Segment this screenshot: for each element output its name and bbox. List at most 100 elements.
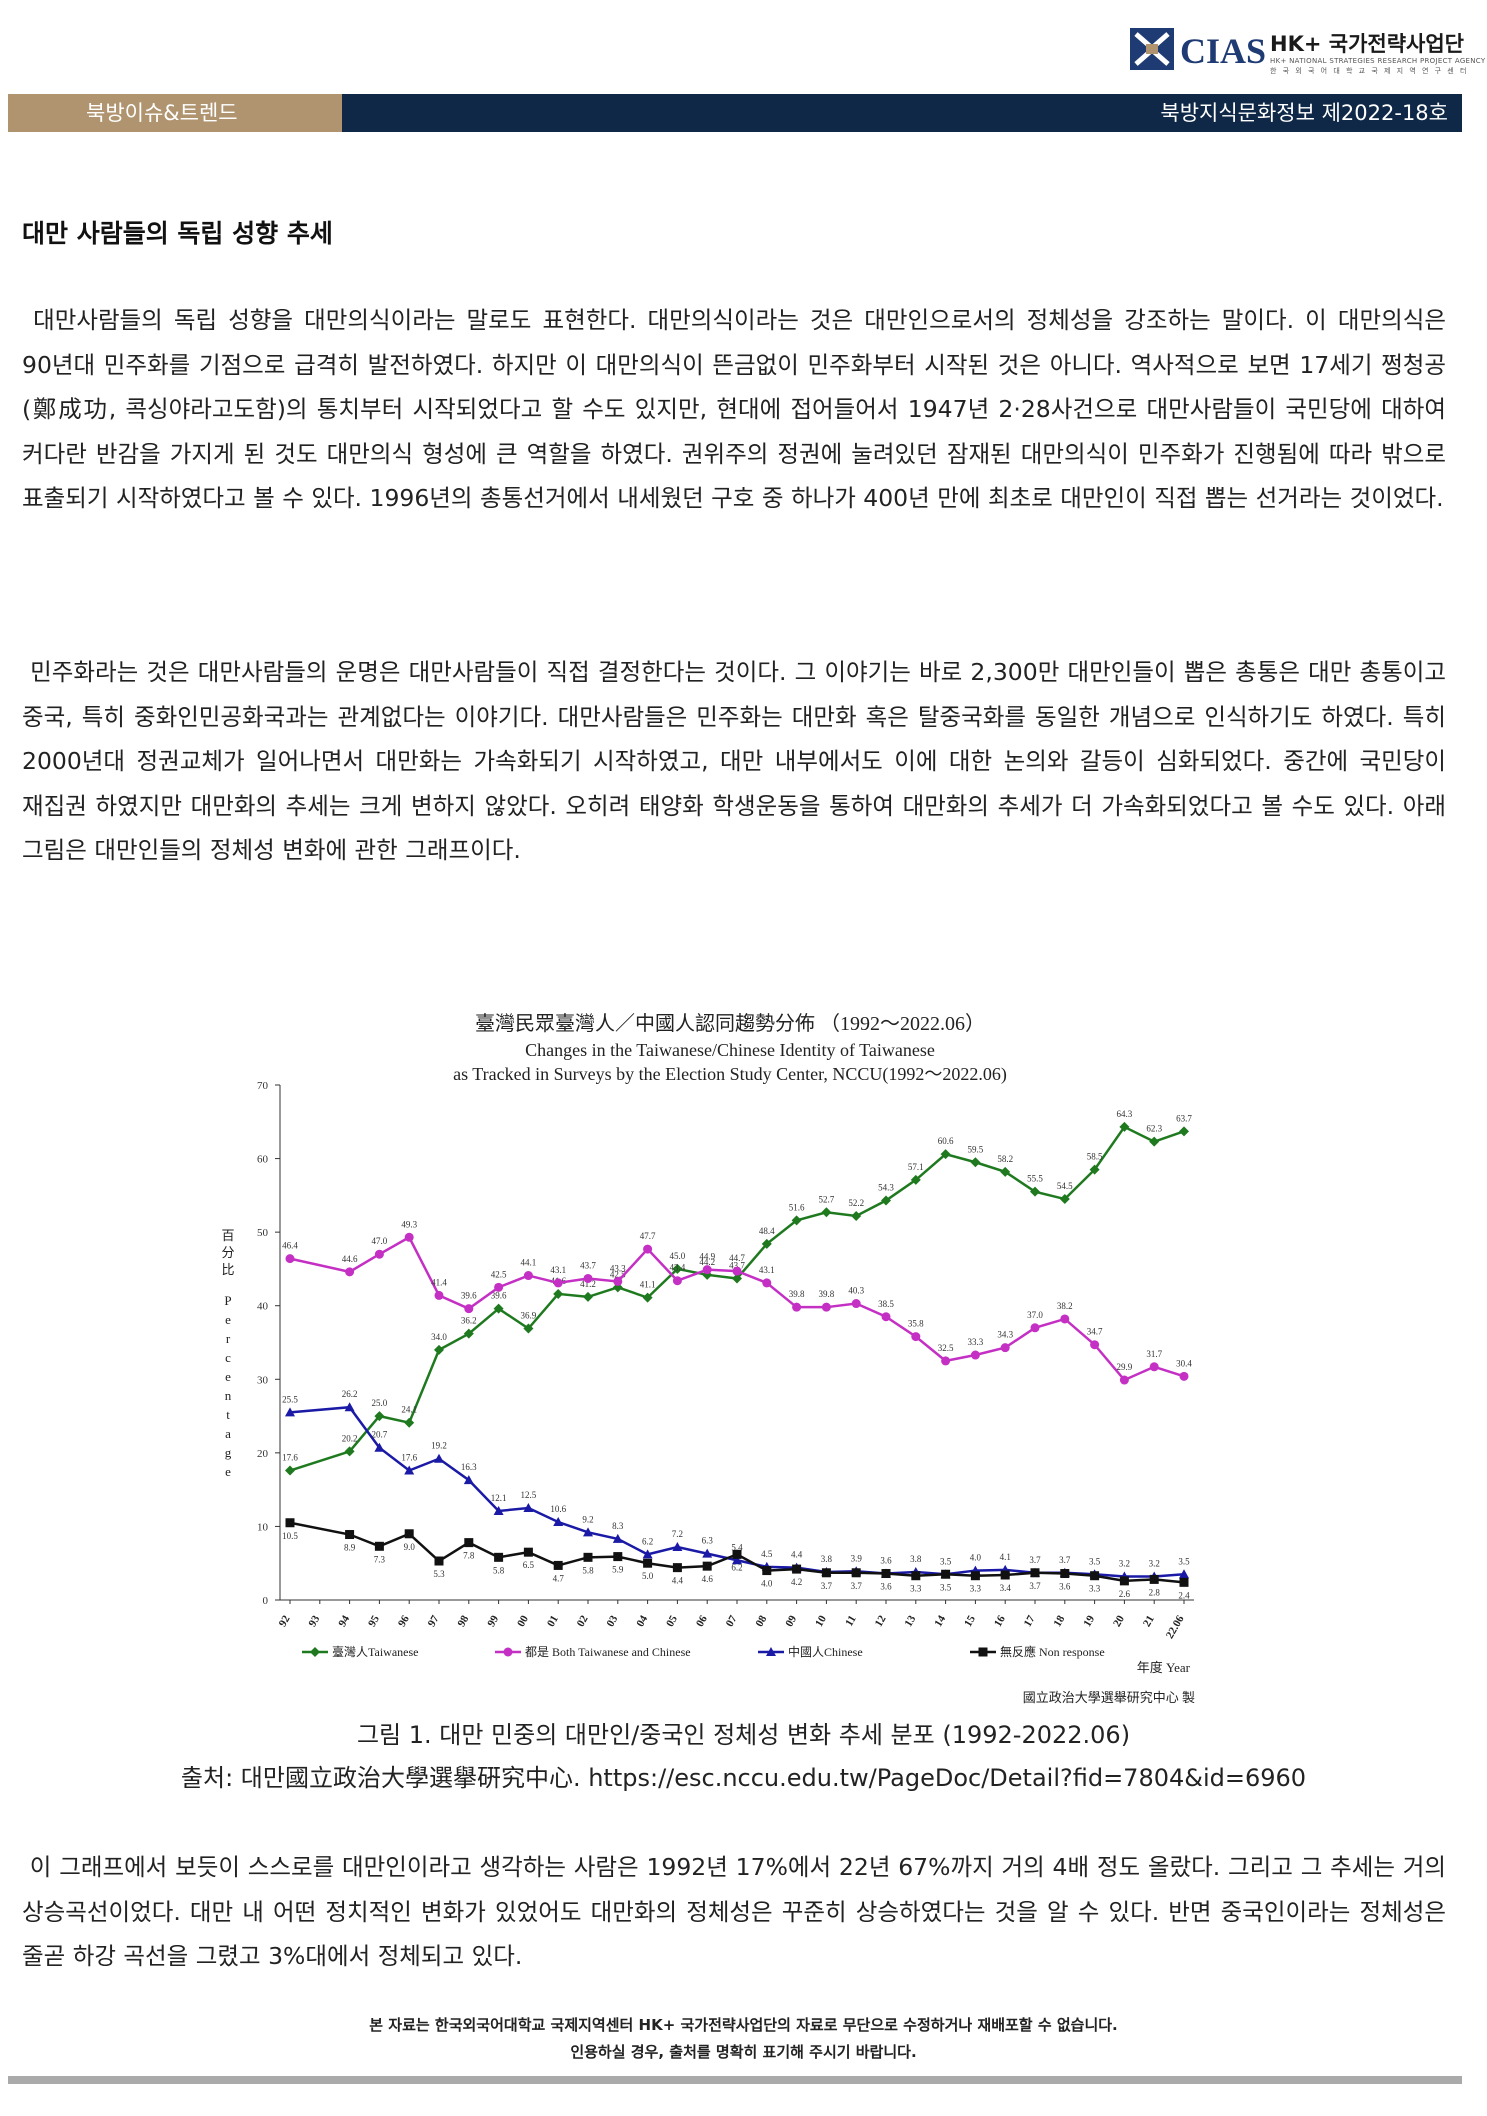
data-label: 25.5 — [282, 1394, 298, 1404]
ylabel-char: P — [224, 1293, 231, 1308]
data-label: 60.6 — [938, 1136, 954, 1146]
data-label: 54.5 — [1057, 1181, 1073, 1191]
data-point — [434, 1556, 444, 1566]
data-label: 3.6 — [1059, 1582, 1071, 1592]
data-label: 29.9 — [1117, 1362, 1133, 1372]
data-label: 47.0 — [372, 1236, 388, 1246]
y-tick-label: 40 — [257, 1301, 269, 1313]
data-point — [1149, 1362, 1159, 1372]
data-point — [970, 1350, 980, 1360]
data-label: 24.1 — [401, 1405, 417, 1415]
data-point — [1179, 1577, 1189, 1587]
data-point — [464, 1304, 474, 1314]
data-point — [791, 1215, 802, 1226]
data-label: 4.2 — [791, 1577, 802, 1587]
series-0: 17.620.225.024.134.036.239.636.941.641.2… — [282, 1109, 1192, 1476]
data-label: 4.0 — [761, 1579, 773, 1589]
article-paragraph: 대만사람들의 독립 성향을 대만의식이라는 말로도 표현한다. 대만의식이라는 … — [22, 298, 1446, 521]
data-label: 4.5 — [761, 1549, 773, 1559]
chart-series: 17.620.225.024.134.036.239.636.941.641.2… — [282, 1109, 1192, 1600]
cias-emblem-icon — [1130, 28, 1174, 70]
data-point — [285, 1407, 295, 1417]
logo-subtitle-kr: 한 국 외 국 어 대 학 교 국 제 지 역 연 구 센 터 — [1270, 67, 1469, 75]
x-tick-label: 14 — [932, 1613, 948, 1629]
data-label: 4.4 — [672, 1576, 684, 1586]
data-label: 3.8 — [821, 1554, 833, 1564]
data-label: 39.6 — [461, 1291, 477, 1301]
data-point — [344, 1402, 355, 1412]
data-point — [404, 1417, 415, 1428]
x-tick-label: 12 — [873, 1613, 889, 1629]
data-label: 3.5 — [940, 1556, 952, 1566]
chart-xlabel: 年度 Year — [1137, 1660, 1191, 1675]
data-label: 3.9 — [851, 1553, 863, 1563]
data-label: 10.6 — [550, 1504, 566, 1514]
data-label: 4.0 — [970, 1553, 982, 1563]
x-tick-label: 93 — [307, 1613, 323, 1629]
legend-label: 中國人Chinese — [788, 1644, 863, 1659]
data-point — [434, 1344, 444, 1355]
data-point — [851, 1210, 862, 1221]
data-label: 3.2 — [1149, 1558, 1160, 1568]
data-label: 43.7 — [580, 1260, 596, 1270]
data-label: 38.2 — [1057, 1301, 1073, 1311]
chart-canvas: 臺灣民眾臺灣人／中國人認同趨勢分佈 （1992～2022.06） Changes… — [221, 1012, 1195, 1705]
data-label: 3.5 — [1178, 1556, 1190, 1566]
data-point — [851, 1568, 861, 1578]
x-tick-label: 22.06 — [1164, 1613, 1187, 1641]
data-label: 7.2 — [672, 1529, 683, 1539]
data-label: 34.3 — [997, 1330, 1013, 1340]
data-label: 2.6 — [1119, 1589, 1131, 1599]
ylabel-char: r — [226, 1331, 231, 1346]
data-point — [910, 1174, 921, 1185]
x-tick-label: 00 — [515, 1613, 531, 1629]
data-point — [792, 1564, 802, 1574]
legend-label: 無反應 Non response — [1000, 1644, 1105, 1659]
data-point — [285, 1465, 295, 1476]
data-label: 33.3 — [968, 1337, 984, 1347]
section-tag: 북방이슈&트렌드 — [8, 94, 342, 132]
x-tick-label: 04 — [634, 1613, 650, 1629]
data-point — [463, 1328, 474, 1339]
footer-rule — [8, 2076, 1462, 2084]
data-point — [821, 1207, 832, 1218]
data-label: 39.6 — [491, 1291, 507, 1301]
ylabel-char: e — [225, 1369, 231, 1384]
data-label: 44.7 — [729, 1253, 745, 1263]
ylabel-char: 比 — [221, 1262, 234, 1277]
x-tick-label: 20 — [1111, 1613, 1127, 1629]
data-point — [583, 1552, 593, 1562]
data-point — [583, 1291, 593, 1302]
data-label: 44.6 — [342, 1254, 358, 1264]
data-point — [344, 1446, 355, 1457]
x-tick-label: 96 — [396, 1613, 412, 1629]
data-point — [732, 1273, 742, 1284]
data-label: 42.5 — [610, 1269, 626, 1279]
legend-label: 都是 Both Taiwanese and Chinese — [525, 1645, 691, 1659]
data-point — [672, 1542, 683, 1552]
x-tick-label: 99 — [485, 1613, 501, 1629]
data-point — [766, 1647, 776, 1656]
data-label: 31.7 — [1146, 1349, 1162, 1359]
data-point — [1179, 1569, 1189, 1579]
data-label: 20.7 — [372, 1430, 388, 1440]
data-point — [404, 1529, 414, 1539]
data-label: 3.6 — [880, 1582, 892, 1592]
data-label: 19.2 — [431, 1441, 447, 1451]
article-heading: 대만 사람들의 독립 성향 추세 — [22, 219, 333, 248]
data-point — [821, 1568, 831, 1578]
data-label: 3.8 — [910, 1554, 922, 1564]
data-point — [374, 1442, 385, 1452]
x-tick-label: 03 — [605, 1613, 621, 1629]
data-label: 6.3 — [702, 1536, 714, 1546]
logo-text: CIAS — [1180, 31, 1267, 71]
data-point — [911, 1332, 921, 1342]
data-label: 7.3 — [374, 1554, 386, 1564]
data-point — [1149, 1574, 1159, 1584]
data-point — [503, 1647, 513, 1657]
data-label: 7.8 — [463, 1551, 475, 1561]
data-label: 58.2 — [997, 1154, 1013, 1164]
header-banner: 북방이슈&트렌드 북방지식문화정보 제2022-18호 — [8, 94, 1462, 132]
data-point — [374, 1541, 384, 1551]
data-label: 8.3 — [612, 1521, 624, 1531]
